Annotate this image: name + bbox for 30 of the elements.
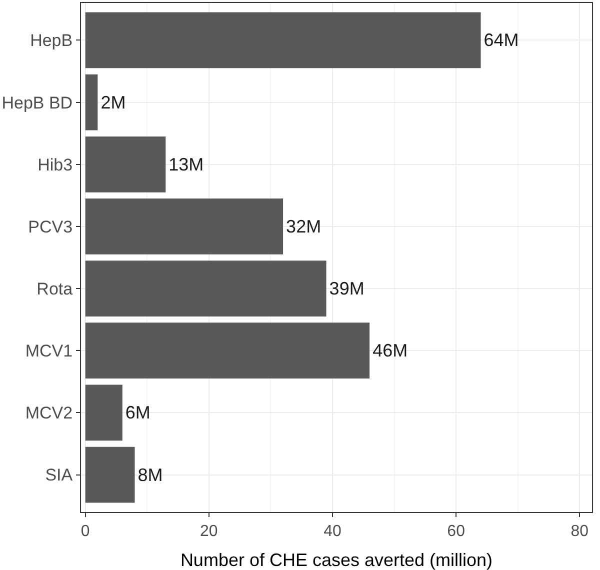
bar — [85, 446, 135, 503]
y-tick-label: PCV3 — [28, 217, 73, 236]
bar — [85, 12, 481, 68]
bar — [85, 74, 98, 130]
x-tick-label: 20 — [200, 523, 218, 540]
x-tick-label: 0 — [80, 523, 90, 540]
bar — [85, 260, 326, 316]
y-tick-label: HepB BD — [2, 93, 73, 112]
data-label: 64M — [484, 30, 519, 50]
data-label: 32M — [286, 216, 322, 236]
y-tick-label: Hib3 — [38, 155, 73, 174]
x-tick-label: 40 — [324, 523, 342, 540]
x-tick-label: 80 — [570, 523, 589, 540]
y-tick-label: MCV1 — [25, 342, 73, 361]
y-tick-label: MCV2 — [25, 404, 73, 423]
x-tick-label: 60 — [447, 523, 466, 540]
data-label: 8M — [138, 464, 163, 485]
x-axis-title: Number of CHE cases averted (million) — [180, 550, 493, 570]
data-label: 39M — [329, 278, 364, 299]
y-tick-label: Rota — [36, 279, 74, 298]
bar — [85, 198, 284, 254]
y-tick-label: HepB — [30, 31, 73, 50]
bar — [85, 136, 166, 192]
bar — [85, 384, 122, 441]
data-label: 6M — [125, 402, 150, 423]
y-tick-label: SIA — [45, 466, 74, 485]
data-label: 46M — [372, 340, 408, 361]
data-label: 13M — [168, 154, 204, 174]
bar — [85, 322, 370, 379]
data-label: 2M — [100, 92, 126, 112]
